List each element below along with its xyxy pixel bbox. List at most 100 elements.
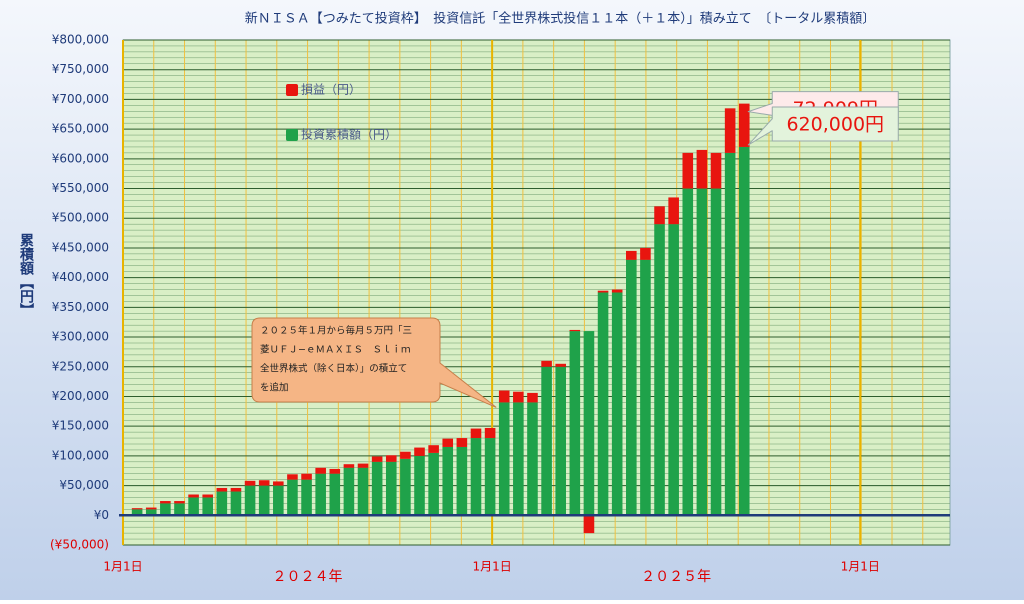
invest-bar (131, 509, 143, 516)
invest-bar (682, 188, 694, 516)
invest-bar (385, 461, 397, 516)
legend-label: 投資累積額（円） (301, 127, 397, 142)
invest-bar (626, 259, 637, 516)
invest-bar (738, 146, 750, 516)
x-tick-label: 1月1日 (472, 560, 511, 574)
invest-bar (273, 485, 284, 516)
invest-bar (470, 438, 482, 516)
x-tick-label: 1月1日 (841, 560, 880, 574)
profit-bar (131, 508, 143, 510)
y-tick-label: (¥50,000) (50, 538, 109, 552)
invest-bar (555, 366, 566, 516)
profit-bar (145, 507, 157, 510)
profit-bar (216, 487, 228, 492)
y-tick-label: ¥0 (94, 508, 109, 522)
y-tick-label: ¥250,000 (52, 359, 109, 373)
invest-bar (174, 503, 185, 516)
invest-bar (541, 366, 552, 516)
annotation-line: 全世界株式（除く日本）」の積立て (260, 363, 407, 375)
loss-bar (583, 515, 595, 534)
y-tick-label: ¥150,000 (52, 419, 109, 433)
profit-bar (724, 108, 736, 153)
invest-bar (696, 188, 708, 516)
year-label: ２０２５年 (641, 569, 711, 585)
profit-bar (654, 206, 665, 225)
profit-bar (357, 463, 369, 468)
profit-bar (527, 392, 538, 403)
profit-bar (484, 427, 496, 439)
x-tick-label: 1月1日 (103, 560, 142, 574)
profit-bar (315, 467, 326, 474)
invest-bar (498, 402, 510, 516)
profit-bar (668, 197, 679, 225)
profit-bar (414, 447, 425, 456)
invest-bar (315, 473, 326, 516)
invest-bar (527, 402, 538, 516)
invest-bar (258, 485, 270, 516)
invest-bar (371, 461, 383, 516)
invest-bar (301, 479, 312, 516)
invest-bar (611, 292, 623, 516)
profit-bar (160, 501, 171, 504)
profit-bar (428, 445, 439, 453)
invest-bar (160, 503, 171, 516)
y-axis-label: 累積額【円】 (18, 233, 35, 317)
profit-bar (230, 487, 242, 492)
profit-bar (244, 480, 256, 486)
profit-bar (682, 152, 694, 189)
y-tick-label: ¥50,000 (59, 478, 109, 492)
invest-bar (188, 497, 199, 516)
invest-bar (597, 292, 609, 516)
invest-bar (640, 259, 651, 516)
chart-title: 新ＮＩＳＡ【つみたて投資枠】 投資信託「全世界株式投信１１本（＋１本）」積み立て… (245, 11, 876, 27)
invest-bar (244, 485, 256, 516)
y-tick-label: ¥100,000 (52, 448, 109, 462)
profit-bar (174, 501, 185, 504)
profit-bar (597, 290, 609, 293)
invest-bar (343, 467, 355, 516)
legend-swatch (286, 84, 298, 96)
invest-bar (654, 224, 665, 516)
profit-bar (188, 494, 199, 498)
profit-bar (273, 481, 284, 486)
profit-bar (456, 438, 468, 447)
y-tick-label: ¥300,000 (52, 330, 109, 344)
y-tick-label: ¥400,000 (52, 270, 109, 284)
y-tick-label: ¥750,000 (52, 62, 109, 76)
legend-label: 損益（円） (301, 82, 361, 97)
profit-bar (541, 360, 552, 367)
y-tick-label: ¥550,000 (52, 181, 109, 195)
invest-bar (329, 473, 341, 516)
profit-bar (385, 455, 397, 462)
annotation-line: を追加 (260, 382, 289, 394)
profit-bar (555, 363, 566, 367)
invest-bar (414, 455, 425, 516)
profit-bar (301, 473, 312, 480)
invest-bar (668, 224, 679, 516)
profit-bar (513, 391, 524, 403)
profit-bar (258, 480, 270, 486)
invest-bar (287, 479, 298, 516)
invest-bar (428, 452, 439, 516)
invest-bar (456, 446, 468, 516)
profit-bar (710, 152, 722, 189)
invest-callout-box (747, 106, 899, 146)
y-tick-label: ¥700,000 (52, 92, 109, 106)
profit-bar (640, 247, 651, 260)
y-tick-label: ¥200,000 (52, 389, 109, 403)
profit-bar (569, 329, 581, 332)
y-tick-label: ¥800,000 (52, 33, 109, 47)
profit-bar (611, 289, 623, 293)
profit-bar (470, 428, 482, 439)
y-tick-label: ¥650,000 (52, 122, 109, 136)
invest-bar (145, 509, 157, 516)
y-tick-label: ¥450,000 (52, 240, 109, 254)
invest-callout-label: 620,000円 (786, 113, 884, 135)
profit-bar (287, 474, 298, 480)
y-tick-label: ¥600,000 (52, 151, 109, 165)
profit-bar (343, 464, 355, 468)
invest-bar (583, 331, 595, 516)
profit-bar (400, 451, 411, 459)
profit-bar (329, 468, 341, 474)
invest-bar (442, 446, 454, 516)
